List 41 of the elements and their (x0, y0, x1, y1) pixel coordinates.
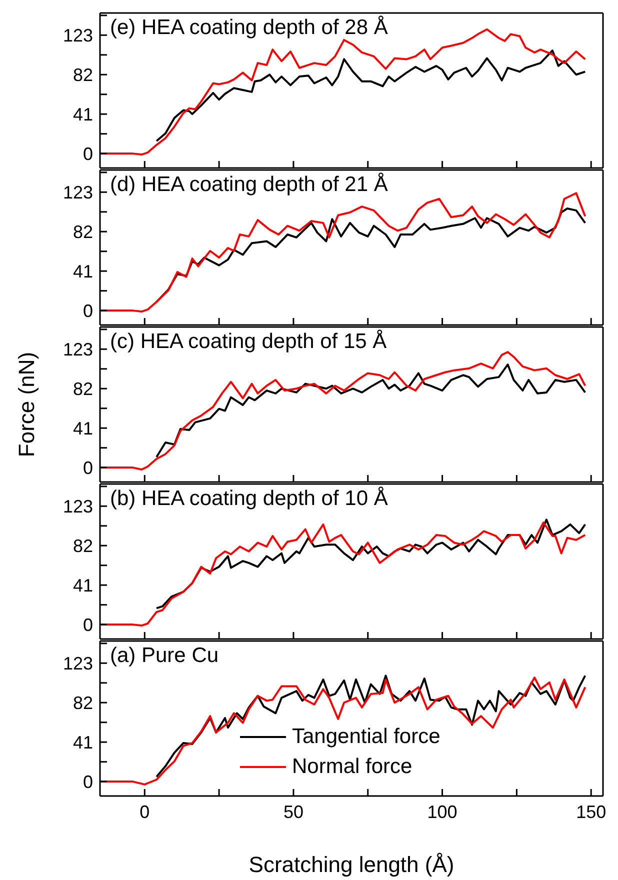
line-series (156, 364, 586, 458)
legend-label: Tangential force (292, 724, 440, 750)
y-tick-label: 0 (82, 772, 93, 792)
y-tick-label: 82 (72, 536, 93, 556)
line-series (100, 676, 586, 786)
x-axis-title: Scratching length (Å) (248, 852, 454, 877)
line-series (156, 208, 586, 303)
y-tick-label: 123 (62, 496, 93, 517)
y-tick-label: 82 (72, 379, 93, 400)
y-tick-label: 82 (72, 222, 93, 242)
y-axis-title: Force (nN) (14, 352, 39, 458)
y-tick-label: 0 (82, 300, 93, 321)
y-tick-label: 41 (72, 104, 93, 124)
y-tick-label: 0 (82, 458, 93, 478)
line-series (156, 50, 586, 142)
x-tick-label: 150 (576, 802, 606, 822)
y-tick-label: 41 (72, 575, 93, 596)
y-tick-label: 82 (72, 65, 93, 86)
y-tick-label: 41 (72, 418, 93, 438)
line-series (156, 518, 586, 610)
chart-title: (c) HEA coating depth of 15 Å (110, 330, 387, 354)
line-series (100, 522, 586, 627)
line-series (100, 351, 586, 470)
x-tick-label: 50 (283, 802, 304, 822)
y-tick-label: 41 (72, 261, 93, 282)
x-tick-label: 100 (427, 802, 458, 822)
chart-title: (a) Pure Cu (110, 644, 219, 668)
y-tick-label: 123 (62, 182, 93, 203)
y-tick-label: 41 (72, 732, 93, 752)
y-tick-label: 0 (82, 144, 93, 164)
chart-title: (b) HEA coating depth of 10 Å (110, 487, 388, 511)
chart-title: (d) HEA coating depth of 21 Å (110, 173, 388, 197)
legend-label: Normal force (292, 754, 412, 780)
y-tick-label: 0 (82, 614, 93, 635)
y-tick-label: 123 (62, 26, 93, 46)
y-tick-label: 82 (72, 693, 93, 714)
line-series (156, 674, 586, 778)
y-tick-label: 123 (62, 654, 93, 674)
x-tick-label: 0 (140, 802, 150, 822)
chart-title: (e) HEA coating depth of 28 Å (110, 16, 388, 40)
y-tick-label: 123 (62, 340, 93, 360)
